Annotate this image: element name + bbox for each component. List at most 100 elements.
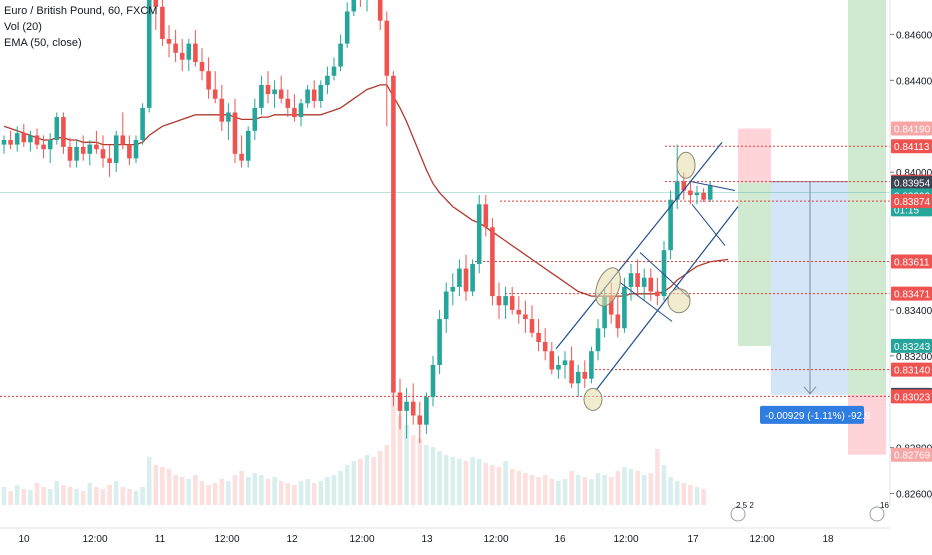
ema-legend[interactable]: EMA (50, close) <box>4 37 82 49</box>
candle[interactable] <box>628 263 634 301</box>
candle[interactable] <box>278 75 284 104</box>
candle[interactable] <box>259 75 264 115</box>
candle[interactable] <box>61 112 66 154</box>
candle[interactable] <box>252 98 258 141</box>
candle[interactable] <box>87 140 93 166</box>
candle[interactable] <box>199 48 205 81</box>
price-badge[interactable] <box>891 286 932 301</box>
candle[interactable] <box>47 133 53 163</box>
candle[interactable] <box>688 181 693 205</box>
pivot-marker-high[interactable] <box>676 151 696 179</box>
candle[interactable] <box>516 296 522 324</box>
candle[interactable] <box>391 71 396 407</box>
drawings-layer[interactable] <box>555 141 739 411</box>
volume-legend[interactable]: Vol (20) <box>4 21 42 33</box>
candle[interactable] <box>575 364 581 398</box>
candle[interactable] <box>430 355 436 407</box>
candle[interactable] <box>94 130 99 154</box>
candle[interactable] <box>569 346 574 388</box>
candle[interactable] <box>470 259 475 297</box>
candle[interactable] <box>285 89 291 118</box>
candle[interactable] <box>14 126 20 152</box>
candle[interactable] <box>113 130 119 173</box>
pivot-marker-left[interactable] <box>591 264 625 309</box>
pivot-marker-low[interactable] <box>583 387 603 411</box>
candle[interactable] <box>404 387 409 439</box>
candle[interactable] <box>397 378 403 430</box>
candle[interactable] <box>668 190 673 260</box>
candle[interactable] <box>556 355 561 379</box>
symbol-legend[interactable]: Euro / British Pound, 60, FXCM <box>4 5 158 17</box>
price-badge[interactable] <box>891 338 932 353</box>
candle[interactable] <box>622 277 627 333</box>
channel-lower-line[interactable] <box>595 206 739 391</box>
pivot-marker-mid[interactable] <box>667 288 691 314</box>
candle[interactable] <box>107 144 112 177</box>
candle[interactable] <box>707 181 713 202</box>
candle[interactable] <box>377 0 383 30</box>
candle[interactable] <box>226 103 231 141</box>
time-axis[interactable]: 10 12:00 11 12:00 12 12:00 13 12:00 16 12:00 17 12:… <box>0 527 890 545</box>
price-badge[interactable] <box>891 389 932 404</box>
candle[interactable] <box>424 392 429 434</box>
candle[interactable] <box>615 296 621 338</box>
flag-lower-line[interactable] <box>619 281 673 322</box>
price-badge[interactable] <box>891 121 932 136</box>
price-axis[interactable]: 0.846000.844000.840000.834000.832000.828… <box>889 0 932 550</box>
candle[interactable] <box>54 112 60 145</box>
event-flag-icon[interactable] <box>869 506 885 522</box>
candle[interactable] <box>212 71 218 104</box>
candle[interactable] <box>74 140 79 168</box>
candle[interactable] <box>8 130 13 150</box>
price-badge[interactable] <box>891 362 932 377</box>
candle[interactable] <box>305 84 310 108</box>
candle[interactable] <box>661 241 667 301</box>
candle[interactable] <box>67 137 73 168</box>
events-layer[interactable]: 2 5 2 16 <box>730 501 889 522</box>
candle[interactable] <box>272 80 277 108</box>
candle[interactable] <box>549 342 555 375</box>
candle[interactable] <box>166 25 172 58</box>
candle[interactable] <box>457 259 462 297</box>
candle[interactable] <box>120 112 126 150</box>
candle[interactable] <box>410 383 416 425</box>
candle[interactable] <box>496 282 502 320</box>
candle[interactable] <box>331 57 337 81</box>
candle[interactable] <box>140 103 145 145</box>
candle[interactable] <box>529 305 535 338</box>
candle[interactable] <box>338 34 343 72</box>
candle[interactable] <box>344 2 350 49</box>
candle[interactable] <box>41 135 46 159</box>
candle[interactable] <box>463 254 469 301</box>
candle[interactable] <box>509 286 515 315</box>
candle[interactable] <box>483 195 489 237</box>
candle[interactable] <box>582 360 588 388</box>
candle[interactable] <box>179 39 185 72</box>
candle[interactable] <box>417 401 423 444</box>
candle[interactable] <box>595 319 601 361</box>
candle[interactable] <box>635 259 640 297</box>
candle[interactable] <box>351 0 357 17</box>
candle[interactable] <box>206 57 211 99</box>
candle[interactable] <box>219 84 225 131</box>
flag2-upper-line[interactable] <box>689 180 736 192</box>
candle[interactable] <box>28 130 33 152</box>
event-flag-icon[interactable] <box>730 506 746 522</box>
candle[interactable] <box>318 80 324 108</box>
candle[interactable] <box>589 346 594 384</box>
flag2-lower-line[interactable] <box>691 203 726 246</box>
candle[interactable] <box>133 135 139 163</box>
candle[interactable] <box>536 319 541 352</box>
candle[interactable] <box>186 39 192 72</box>
candles-layer[interactable] <box>1 0 713 444</box>
candle[interactable] <box>232 98 238 163</box>
price-badge[interactable] <box>891 447 932 462</box>
candle[interactable] <box>34 128 40 150</box>
candle[interactable] <box>80 135 86 161</box>
candle[interactable] <box>21 123 27 147</box>
candle[interactable] <box>476 195 482 274</box>
candle[interactable] <box>193 29 198 67</box>
candle[interactable] <box>490 218 495 306</box>
